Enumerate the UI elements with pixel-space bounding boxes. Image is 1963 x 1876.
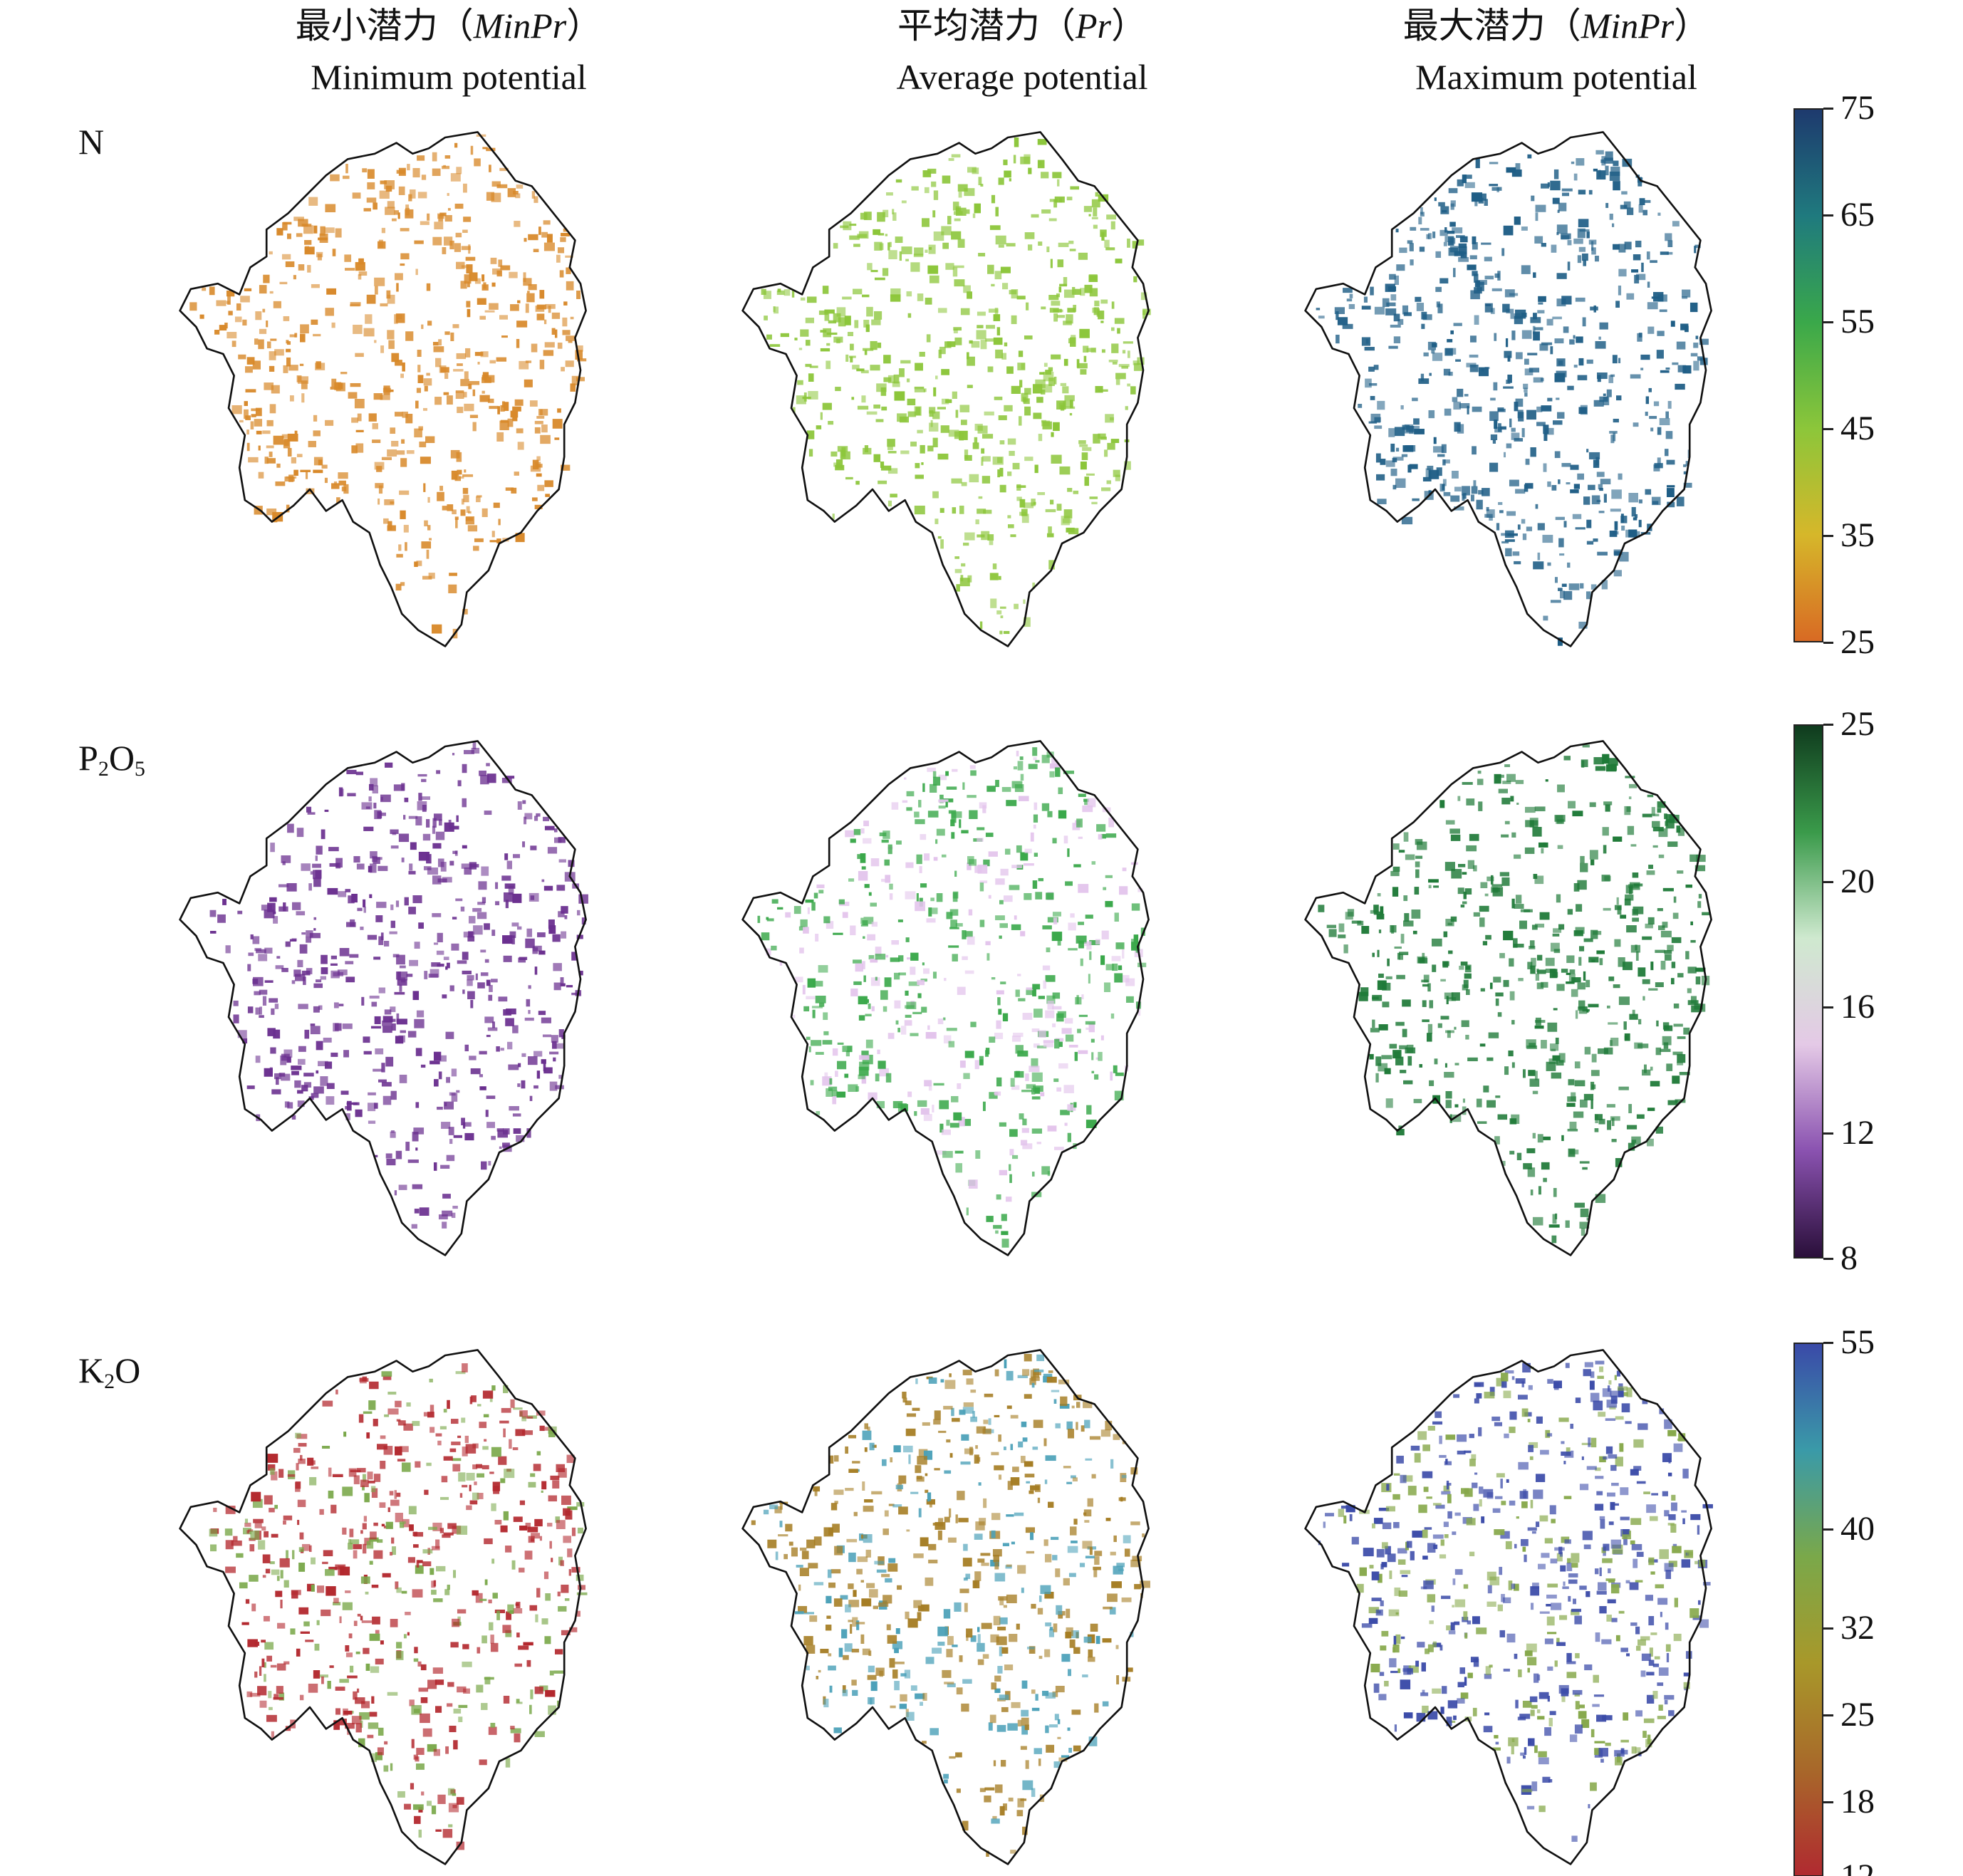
colorbar-n bbox=[1793, 108, 1823, 642]
map-pixels bbox=[209, 1363, 588, 1850]
colorbar-tick-label: 35 bbox=[1840, 516, 1875, 554]
colorbar-tick-label: 45 bbox=[1840, 410, 1875, 447]
column-title-cn-end: ） bbox=[566, 6, 603, 46]
region-boundary bbox=[179, 740, 587, 1256]
region-boundary bbox=[741, 1349, 1150, 1865]
map-svg bbox=[741, 131, 1151, 647]
column-title-maximum: 最大潜力（MinPr） Maximum potential bbox=[1271, 0, 1841, 103]
colorbar-tick-label: 65 bbox=[1840, 196, 1875, 234]
colorbar-tick-label: 25 bbox=[1840, 705, 1875, 743]
map-svg bbox=[741, 740, 1150, 1256]
colorbar-tick bbox=[1823, 535, 1833, 537]
colorbar-tick bbox=[1823, 1801, 1833, 1804]
map-panel-n-minimum bbox=[175, 110, 716, 652]
column-title-abbr: Pr bbox=[1076, 6, 1111, 46]
column-title-cn-end: ） bbox=[1674, 6, 1710, 46]
column-title-abbr: MinPr bbox=[1581, 6, 1675, 46]
column-title-cn: 最大潜力（ bbox=[1402, 6, 1581, 46]
map-panel-p2o5-average bbox=[737, 719, 1279, 1261]
map-pixels bbox=[751, 1353, 1150, 1857]
map-panel-k2o-minimum bbox=[175, 1328, 716, 1870]
column-title-cn: 最小潜力（ bbox=[295, 6, 474, 46]
map-svg bbox=[179, 740, 588, 1256]
map-svg bbox=[179, 1349, 588, 1865]
row-label-n: N bbox=[78, 121, 104, 162]
map-pixels bbox=[189, 134, 587, 639]
column-title-cn: 平均潜力（ bbox=[897, 6, 1076, 46]
colorbar-tick bbox=[1823, 1342, 1833, 1344]
map-panel-p2o5-maximum bbox=[1300, 719, 1841, 1261]
colorbar-tick bbox=[1823, 724, 1833, 726]
colorbar-tick bbox=[1823, 1132, 1833, 1135]
colorbar-tick-label: 25 bbox=[1840, 623, 1875, 661]
colorbar-tick-label: 8 bbox=[1840, 1239, 1858, 1277]
row-label-sub: 2 bbox=[98, 757, 109, 781]
colorbar-tick bbox=[1823, 642, 1833, 644]
row-label-k2o: K2O bbox=[78, 1350, 140, 1394]
colorbar-tick-label: 18 bbox=[1840, 1783, 1875, 1821]
colorbar-tick-label: 12 bbox=[1840, 1113, 1875, 1152]
colorbar-tick-label: 75 bbox=[1840, 89, 1875, 127]
column-title-abbr: MinPr bbox=[473, 6, 567, 46]
region-boundary bbox=[741, 131, 1150, 647]
row-label-p2o5: P2O5 bbox=[78, 737, 145, 781]
column-title-minimum: 最小潜力（MinPr） Minimum potential bbox=[164, 0, 734, 103]
map-panel-n-maximum bbox=[1300, 110, 1841, 652]
column-title-en: Average potential bbox=[896, 57, 1148, 97]
map-svg bbox=[1304, 131, 1712, 647]
column-title-en: Maximum potential bbox=[1415, 57, 1697, 97]
row-label-sub: 5 bbox=[134, 757, 145, 781]
colorbar-tick bbox=[1823, 321, 1833, 323]
column-title-cn-end: ） bbox=[1111, 6, 1147, 46]
region-boundary bbox=[741, 740, 1150, 1256]
map-svg bbox=[179, 131, 587, 647]
colorbar-tick bbox=[1823, 214, 1833, 217]
row-label-mid: O bbox=[115, 1350, 141, 1390]
row-label-main: K bbox=[78, 1350, 105, 1390]
colorbar-tick bbox=[1823, 1714, 1833, 1717]
colorbar-tick bbox=[1823, 1258, 1833, 1260]
map-svg bbox=[1304, 740, 1712, 1256]
colorbar-tick bbox=[1823, 880, 1833, 883]
map-svg bbox=[1304, 1349, 1713, 1865]
map-pixels bbox=[1318, 1360, 1713, 1843]
map-pixels bbox=[761, 137, 1151, 635]
colorbar-tick-label: 55 bbox=[1840, 1323, 1875, 1361]
map-pixels bbox=[1316, 150, 1709, 646]
region-boundary bbox=[179, 1349, 587, 1865]
region-boundary bbox=[1304, 1349, 1712, 1865]
colorbar-tick-label: 25 bbox=[1840, 1696, 1875, 1734]
colorbar-tick-label: 40 bbox=[1840, 1509, 1875, 1548]
map-svg bbox=[741, 1349, 1150, 1865]
region-boundary bbox=[1304, 131, 1712, 647]
colorbar-tick bbox=[1823, 1627, 1833, 1630]
column-title-average: 平均潜力（Pr） Average potential bbox=[737, 0, 1307, 103]
map-panel-n-average bbox=[737, 110, 1279, 652]
map-pixels bbox=[1318, 744, 1710, 1244]
region-boundary bbox=[179, 131, 587, 647]
region-boundary bbox=[1304, 740, 1712, 1256]
row-label-sub: 2 bbox=[104, 1370, 115, 1393]
colorbar-tick bbox=[1823, 108, 1833, 110]
colorbar-tick bbox=[1823, 1006, 1833, 1009]
row-label-main: P bbox=[78, 738, 98, 778]
row-label-main: N bbox=[78, 122, 105, 162]
colorbar-tick-label: 16 bbox=[1840, 988, 1875, 1026]
colorbar-p2o5 bbox=[1793, 724, 1823, 1259]
colorbar-tick-label: 32 bbox=[1840, 1609, 1875, 1647]
map-panel-k2o-average bbox=[737, 1328, 1279, 1870]
colorbar-tick-label: 20 bbox=[1840, 862, 1875, 900]
colorbar-tick-label: 55 bbox=[1840, 303, 1875, 340]
map-pixels bbox=[757, 747, 1147, 1248]
map-panel-k2o-maximum bbox=[1300, 1328, 1841, 1870]
colorbar-tick-label: 12 bbox=[1840, 1860, 1875, 1876]
map-panel-p2o5-minimum bbox=[175, 719, 716, 1261]
colorbar-k2o bbox=[1793, 1343, 1823, 1876]
colorbar-tick bbox=[1823, 428, 1833, 430]
row-label-mid: O bbox=[108, 738, 135, 778]
column-title-en: Minimum potential bbox=[311, 57, 587, 97]
colorbar-tick bbox=[1823, 1528, 1833, 1531]
map-pixels bbox=[209, 742, 588, 1229]
